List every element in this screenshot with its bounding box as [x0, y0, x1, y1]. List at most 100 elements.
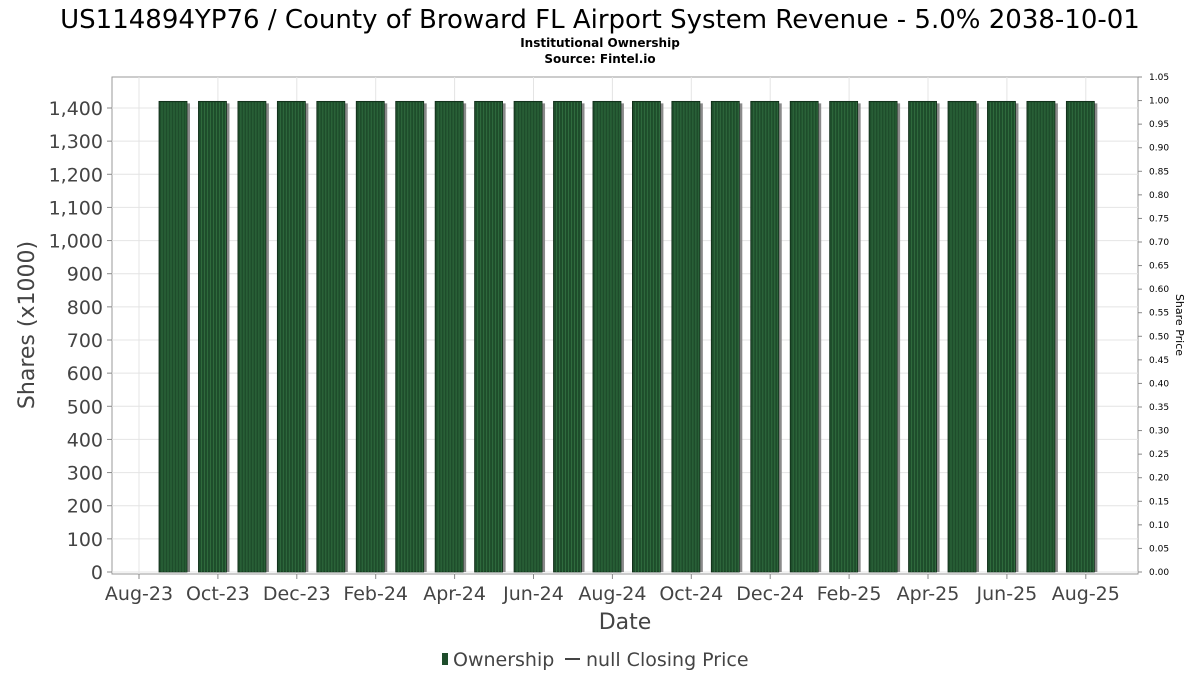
- legend-ownership-swatch: [442, 653, 448, 665]
- bar-body: [632, 100, 661, 573]
- bar-body: [158, 100, 188, 573]
- y-tick-label: 1,200: [49, 164, 103, 186]
- x-tick-label: Aug-24: [578, 583, 646, 605]
- y2-tick-label: 0.90: [1149, 144, 1169, 154]
- y-tick-label: 700: [67, 330, 103, 352]
- bar-body: [750, 100, 780, 573]
- bar: [829, 100, 861, 573]
- bar-body: [868, 100, 898, 573]
- bar: [395, 100, 427, 573]
- x-axis-label: Date: [599, 610, 652, 635]
- x-tick-label: Jun-25: [976, 583, 1038, 605]
- x-tick-label: Aug-23: [105, 583, 173, 605]
- bar: [513, 100, 546, 573]
- bar: [750, 100, 782, 573]
- y2-tick-label: 0.25: [1149, 450, 1169, 460]
- y-tick-label: 300: [67, 463, 103, 485]
- y2-tick-label: 0.65: [1149, 262, 1169, 272]
- bar-body: [1026, 100, 1056, 573]
- bar-body: [395, 100, 425, 573]
- bar: [987, 100, 1019, 573]
- bar-body: [1065, 100, 1095, 573]
- bar-body: [198, 100, 227, 573]
- y-tick-label: 0: [91, 562, 103, 584]
- y2-tick-label: 0.85: [1149, 167, 1169, 177]
- bar-body: [710, 100, 740, 573]
- y-tick-label: 1,100: [49, 197, 103, 219]
- y2-tick-label: 0.10: [1149, 521, 1169, 531]
- y2-tick-label: 0.80: [1149, 191, 1169, 201]
- bar-body: [671, 100, 701, 573]
- bar-series-ownership: [158, 100, 1098, 573]
- bar-body: [592, 100, 622, 573]
- y2-tick-label: 0.05: [1149, 544, 1169, 554]
- x-tick-label: Dec-23: [263, 583, 331, 605]
- y-tick-label: 100: [67, 529, 103, 551]
- bar-body: [829, 100, 859, 573]
- bar: [158, 100, 190, 573]
- y2-tick-label: 1.05: [1149, 73, 1169, 83]
- y2-tick-label: 1.00: [1149, 97, 1169, 107]
- legend-price-label: null Closing Price: [586, 649, 749, 671]
- x-tick-label: Feb-25: [817, 583, 882, 605]
- bar-body: [237, 100, 267, 573]
- y-tick-label: 600: [67, 363, 103, 385]
- chart-subtitle-line-1: Institutional Ownership: [520, 36, 680, 50]
- y2-tick-label: 0.20: [1149, 474, 1169, 484]
- bar: [789, 100, 822, 573]
- y2-tick-label: 0.15: [1149, 497, 1169, 507]
- bar: [868, 100, 901, 573]
- y2-tick-label: 0.00: [1149, 568, 1169, 578]
- chart-title: US114894YP76 / County of Broward FL Airp…: [60, 5, 1140, 35]
- bar-body: [947, 100, 977, 573]
- chart-subtitle-line-2: Source: Fintel.io: [544, 52, 655, 66]
- bar: [553, 100, 585, 573]
- y2-tick-label: 0.35: [1149, 403, 1169, 413]
- bar: [276, 100, 309, 573]
- bar: [947, 100, 979, 573]
- bar: [434, 100, 467, 573]
- bar-body: [474, 100, 504, 573]
- bar-body: [276, 100, 306, 573]
- bar: [908, 100, 940, 573]
- x-tick-label: Apr-24: [423, 583, 486, 605]
- bar-body: [355, 100, 385, 573]
- bar-body: [513, 100, 543, 573]
- y2-tick-label: 0.40: [1149, 379, 1169, 389]
- bar: [474, 100, 506, 573]
- x-tick-label: Feb-24: [343, 583, 408, 605]
- bar: [355, 100, 388, 573]
- bar: [632, 100, 664, 573]
- x-tick-label: Jun-24: [502, 583, 564, 605]
- bar: [710, 100, 743, 573]
- y-tick-label: 200: [67, 496, 103, 518]
- x-tick-label: Dec-24: [736, 583, 804, 605]
- bar-body: [908, 100, 937, 573]
- y-tick-label: 800: [67, 297, 103, 319]
- x-tick-label: Oct-24: [659, 583, 723, 605]
- y-tick-label: 400: [67, 429, 103, 451]
- x-tick-label: Oct-23: [186, 583, 250, 605]
- y2-tick-label: 0.95: [1149, 120, 1169, 130]
- y-tick-label: 900: [67, 264, 103, 286]
- bar: [316, 100, 348, 573]
- y2-tick-label: 0.45: [1149, 356, 1169, 366]
- bar-body: [434, 100, 464, 573]
- bar-body: [553, 100, 582, 573]
- y2-tick-label: 0.60: [1149, 285, 1169, 295]
- x-axis-ticks: Aug-23 Oct-23 Dec-23 Feb-24 Apr-24 Jun-24 Aug-…: [105, 574, 1120, 605]
- bar-body: [987, 100, 1016, 573]
- bar: [592, 100, 624, 573]
- y-tick-label: 1,000: [49, 231, 103, 253]
- y2-tick-label: 0.30: [1149, 427, 1169, 437]
- legend-ownership-label: Ownership: [453, 649, 554, 671]
- bar: [198, 100, 230, 573]
- legend: Ownership null Closing Price: [442, 649, 749, 671]
- bar: [1026, 100, 1058, 573]
- y2-axis-label: Share Price: [1173, 294, 1186, 356]
- bar: [1065, 100, 1098, 573]
- bar: [237, 100, 269, 573]
- y2-tick-label: 0.70: [1149, 238, 1169, 248]
- bar: [671, 100, 703, 573]
